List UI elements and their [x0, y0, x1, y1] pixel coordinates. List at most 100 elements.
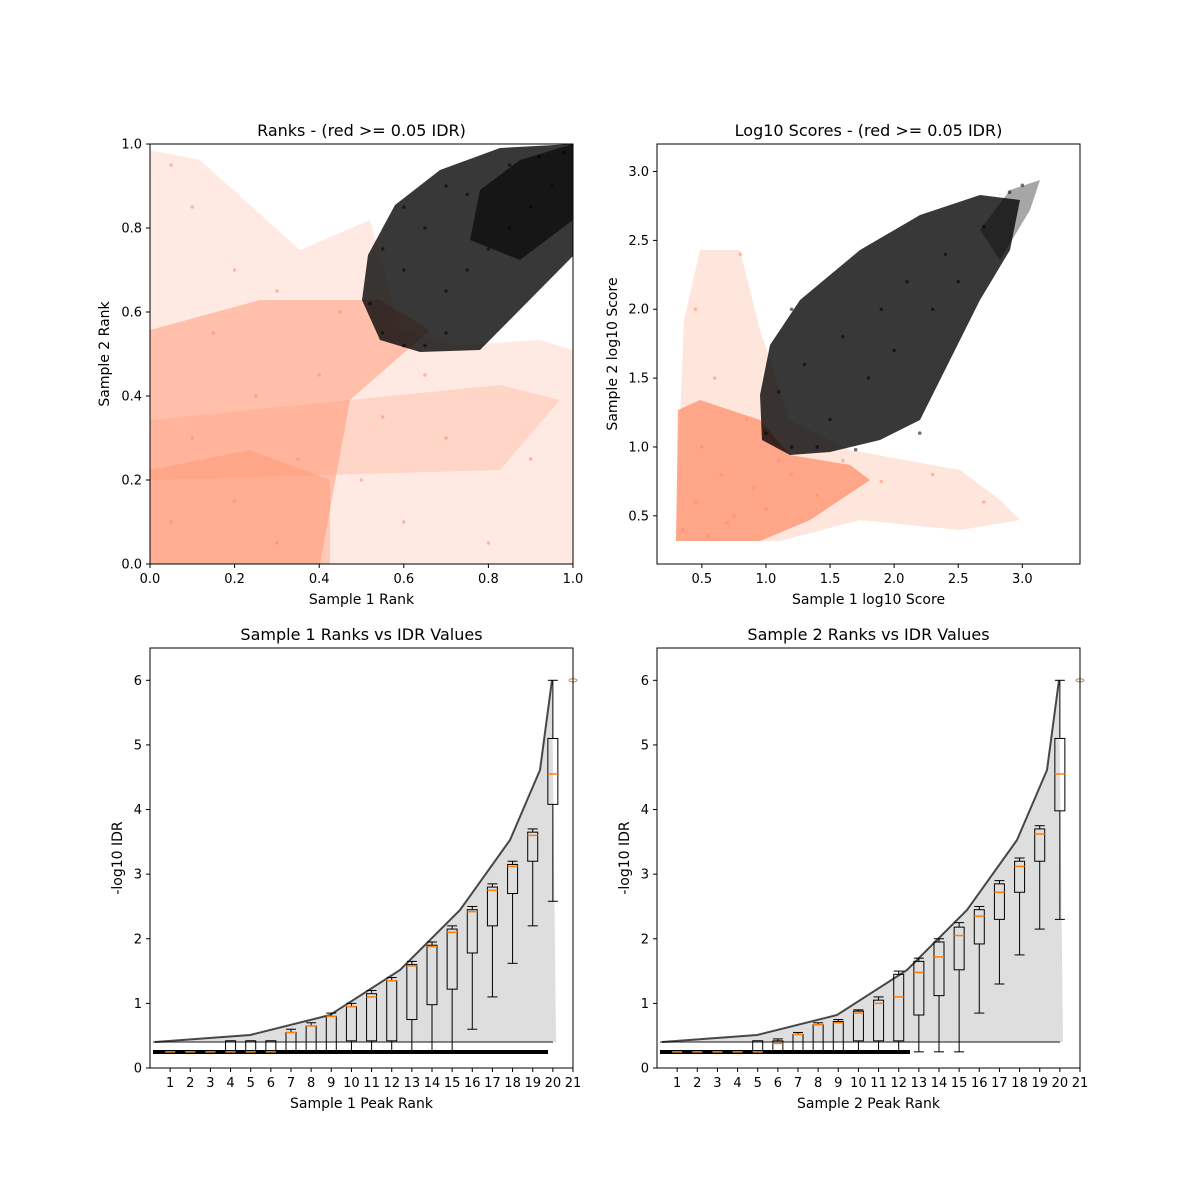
scatter-point — [465, 268, 470, 272]
scatter-point — [528, 457, 533, 461]
ranks-x-label: Sample 1 Rank — [309, 592, 415, 608]
x-tick-label: 1 — [166, 1076, 174, 1091]
sample2-boxes — [671, 678, 1085, 1053]
x-tick-label: 4 — [226, 1076, 234, 1091]
y-tick-label: 5 — [134, 738, 142, 753]
x-tick-label: 12 — [890, 1076, 907, 1091]
x-tick-label: 16 — [464, 1076, 481, 1091]
scatter-point — [528, 205, 533, 209]
ranks-fail-dense-region — [150, 300, 430, 564]
scatter-point — [789, 307, 794, 312]
x-tick-label: 3 — [713, 1076, 721, 1091]
scores-axes-frame — [656, 143, 1081, 565]
ranks-fail-corner — [150, 450, 330, 564]
box-body — [913, 960, 925, 1016]
sample1-y-ticks: 0 1 2 3 4 5 6 — [134, 674, 150, 1077]
x-tick-label: 1.5 — [820, 572, 841, 587]
x-tick-label: 0.0 — [140, 572, 161, 587]
box-body — [547, 737, 559, 805]
scatter-point — [190, 436, 195, 440]
ranks-pass-core — [470, 144, 573, 260]
x-tick-label: 18 — [504, 1076, 521, 1091]
x-tick-label: 17 — [484, 1076, 501, 1091]
scatter-point — [1020, 183, 1025, 188]
x-tick-label: 16 — [971, 1076, 988, 1091]
ranks-axes-frame — [149, 143, 574, 565]
scores-x-label: Sample 1 log10 Score — [792, 592, 945, 608]
y-tick-label: 3 — [641, 868, 649, 883]
x-tick-label: 9 — [327, 1076, 335, 1091]
scatter-point — [368, 301, 372, 306]
sample2-title: Sample 2 Ranks vs IDR Values — [747, 625, 989, 644]
scatter-point — [789, 472, 794, 477]
scatter-point — [190, 205, 195, 209]
x-tick-label: 9 — [834, 1076, 842, 1091]
scatter-point — [423, 343, 427, 348]
y-tick-label: 0 — [641, 1062, 649, 1077]
scatter-point — [776, 390, 781, 394]
sample2-y-label: -log10 IDR — [617, 821, 633, 895]
scatter-point — [841, 458, 845, 463]
x-tick-label: 14 — [931, 1076, 948, 1091]
scatter-point — [917, 431, 922, 435]
x-tick-label: 11 — [870, 1076, 887, 1091]
y-tick-label: 1.0 — [628, 440, 649, 455]
scatter-point — [402, 520, 406, 524]
x-tick-label: 12 — [383, 1076, 400, 1091]
scatter-point — [402, 343, 406, 348]
scatter-point — [444, 331, 448, 335]
x-tick-label: 13 — [911, 1076, 928, 1091]
x-tick-label: 2.0 — [884, 572, 905, 587]
scatter-point — [423, 226, 427, 230]
y-tick-label: 1 — [134, 997, 142, 1012]
scatter-point — [764, 507, 768, 511]
ranks-scatter-panel: 0.0 0.2 0.4 0.6 0.8 1.0 0.0 0.2 0.4 0.6 0.8 1.0 Ra… — [97, 121, 583, 608]
box-body — [1034, 828, 1046, 862]
scatter-point — [537, 154, 541, 159]
scores-pass-region — [760, 195, 1020, 455]
box-body — [366, 993, 378, 1042]
box-body — [507, 863, 519, 895]
y-tick-label: 0.8 — [121, 222, 142, 237]
x-tick-label: 3 — [206, 1076, 214, 1091]
x-tick-label: 1.0 — [563, 572, 584, 587]
sample1-boxes — [164, 678, 578, 1053]
x-tick-label: 13 — [404, 1076, 421, 1091]
scatter-point — [892, 348, 896, 353]
sample2-box-panel: 1 2 3 4 5 6 7 8 9 10 11 12 13 14 15 16 17 18 19 20 21 012345… — [617, 625, 1088, 1112]
scatter-point — [956, 279, 961, 284]
sample2-x-ticks: 1 2 3 4 5 6 7 8 9 10 11 12 13 14 15 16 17 18 19 20 21 — [673, 1068, 1088, 1091]
scatter-point — [725, 520, 730, 525]
ranks-scatter-points — [169, 150, 567, 545]
y-tick-label: 1.5 — [628, 372, 649, 387]
x-tick-label: 8 — [307, 1076, 315, 1091]
scatter-point — [1007, 190, 1012, 194]
scatter-point — [338, 310, 343, 314]
scores-y-ticks: 0.5 1.0 1.5 2.0 2.5 3.0 — [628, 165, 657, 524]
scores-pass-tail — [980, 180, 1040, 260]
y-tick-label: 5 — [641, 738, 649, 753]
scatter-point — [815, 445, 820, 449]
y-tick-label: 4 — [134, 803, 142, 818]
sample1-x-label: Sample 1 Peak Rank — [290, 1096, 434, 1112]
x-tick-label: 1 — [673, 1076, 681, 1091]
box-body — [852, 1010, 864, 1042]
box-body — [527, 831, 539, 862]
scatter-point — [776, 458, 781, 463]
scatter-point — [738, 252, 743, 256]
scatter-point — [982, 500, 986, 504]
sample2-y-ticks: 0 1 2 3 4 5 6 — [641, 674, 657, 1077]
scatter-point — [982, 224, 986, 229]
x-tick-label: 20 — [545, 1076, 562, 1091]
scatter-point — [841, 334, 845, 339]
y-tick-label: 0.6 — [121, 306, 142, 321]
scatter-point — [712, 376, 717, 380]
x-tick-label: 0.6 — [393, 572, 414, 587]
ranks-fail-band — [150, 385, 560, 480]
y-tick-label: 0.5 — [628, 509, 649, 524]
x-tick-label: 0.2 — [224, 572, 245, 587]
sample1-y-label: -log10 IDR — [110, 821, 126, 895]
box-body — [772, 1040, 784, 1053]
scatter-point — [719, 472, 723, 477]
